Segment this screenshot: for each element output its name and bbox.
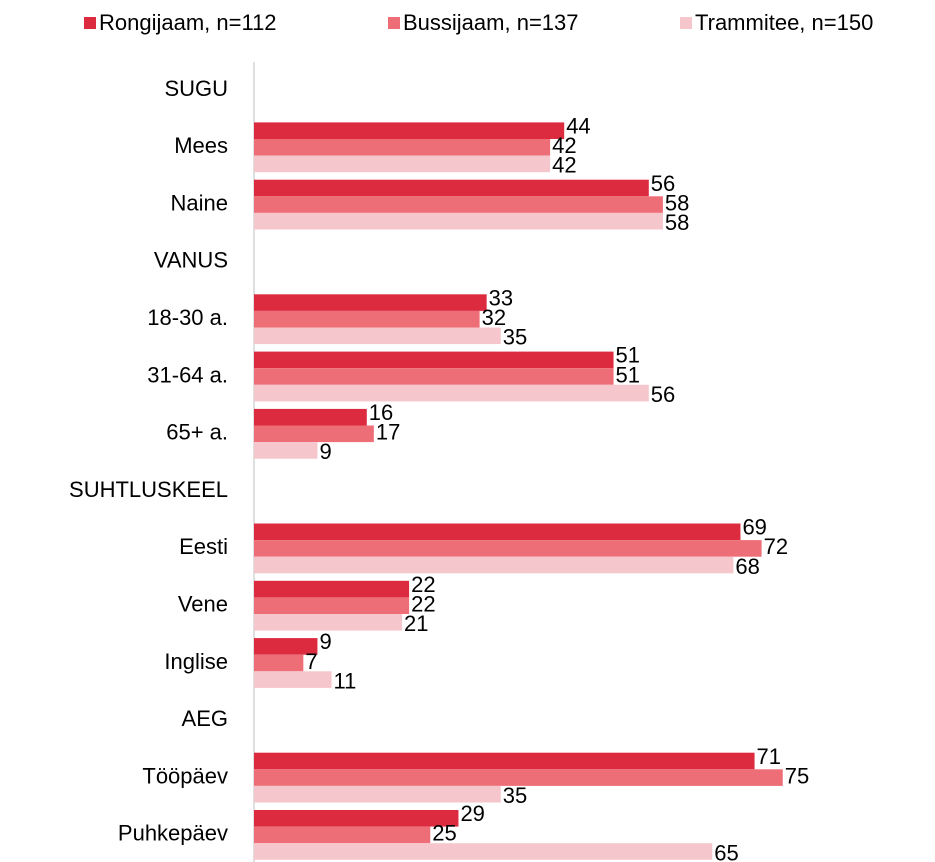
data-label: 58 — [665, 190, 689, 215]
bar — [254, 826, 431, 844]
data-label: 71 — [757, 744, 781, 769]
data-label: 56 — [651, 171, 675, 196]
data-label: 29 — [460, 801, 484, 826]
category-label: Puhkepäev — [118, 821, 228, 846]
category-label: 18-30 a. — [147, 305, 228, 330]
bar — [254, 580, 410, 598]
bar — [254, 540, 762, 557]
data-label: 25 — [432, 821, 456, 846]
data-label: 42 — [552, 133, 576, 158]
bar — [254, 139, 551, 156]
bar — [254, 384, 649, 402]
bar — [254, 212, 663, 230]
data-label: 68 — [735, 554, 759, 579]
data-label: 51 — [616, 343, 640, 368]
bar — [254, 408, 367, 426]
bar — [254, 752, 755, 770]
bar — [254, 196, 663, 213]
bar — [254, 843, 713, 860]
legend-label: Bussijaam, n=137 — [403, 10, 579, 35]
bar — [254, 810, 459, 827]
bar — [254, 523, 741, 541]
legend-swatch — [388, 17, 400, 29]
data-label: 42 — [552, 153, 576, 178]
bar — [254, 597, 410, 614]
data-label: 44 — [566, 114, 590, 139]
category-label: Inglise — [164, 649, 228, 674]
legend-label: Trammitee, n=150 — [695, 10, 873, 35]
data-label: 35 — [503, 783, 527, 808]
category-label: 31-64 a. — [147, 362, 228, 387]
category-label: VANUS — [154, 248, 228, 273]
category-label: Mees — [174, 133, 228, 158]
data-label: 22 — [411, 572, 435, 597]
bar — [254, 294, 487, 311]
category-label: Eesti — [179, 534, 228, 559]
category-label: AEG — [182, 706, 228, 731]
bar — [254, 351, 614, 369]
data-label: 35 — [503, 325, 527, 350]
bar — [254, 638, 318, 655]
data-label: 75 — [785, 763, 809, 788]
category-label: SUHTLUSKEEL — [69, 477, 228, 502]
bar — [254, 425, 374, 443]
bar — [254, 785, 501, 803]
bar — [254, 327, 501, 345]
bar — [254, 671, 332, 688]
data-label: 21 — [404, 611, 428, 636]
category-label: SUGU — [164, 76, 228, 101]
bar — [254, 654, 304, 672]
legend-swatch — [680, 17, 692, 29]
data-label: 69 — [742, 515, 766, 540]
data-label: 22 — [411, 592, 435, 617]
bar — [254, 368, 614, 385]
bar — [254, 556, 734, 574]
bar — [254, 442, 318, 459]
data-label: 16 — [369, 400, 393, 425]
data-label: 7 — [305, 649, 317, 674]
legend-swatch — [84, 17, 96, 29]
bar — [254, 155, 551, 173]
data-label: 58 — [665, 210, 689, 235]
data-label: 9 — [319, 629, 331, 654]
bar — [254, 179, 649, 197]
data-label: 56 — [651, 382, 675, 407]
data-label: 9 — [319, 439, 331, 464]
data-label: 72 — [764, 534, 788, 559]
bar — [254, 310, 480, 328]
category-label: Vene — [178, 592, 228, 617]
legend-label: Rongijaam, n=112 — [99, 10, 277, 35]
data-label: 51 — [616, 362, 640, 387]
bar — [254, 614, 403, 631]
data-label: 32 — [482, 305, 506, 330]
category-label: Tööpäev — [142, 763, 228, 788]
category-label: 65+ a. — [166, 420, 228, 445]
data-label: 17 — [376, 420, 400, 445]
data-label: 11 — [334, 668, 357, 693]
category-label: Naine — [171, 190, 228, 215]
bar — [254, 122, 565, 139]
data-label: 33 — [489, 285, 513, 310]
data-label: 65 — [714, 840, 738, 862]
bar — [254, 769, 783, 786]
